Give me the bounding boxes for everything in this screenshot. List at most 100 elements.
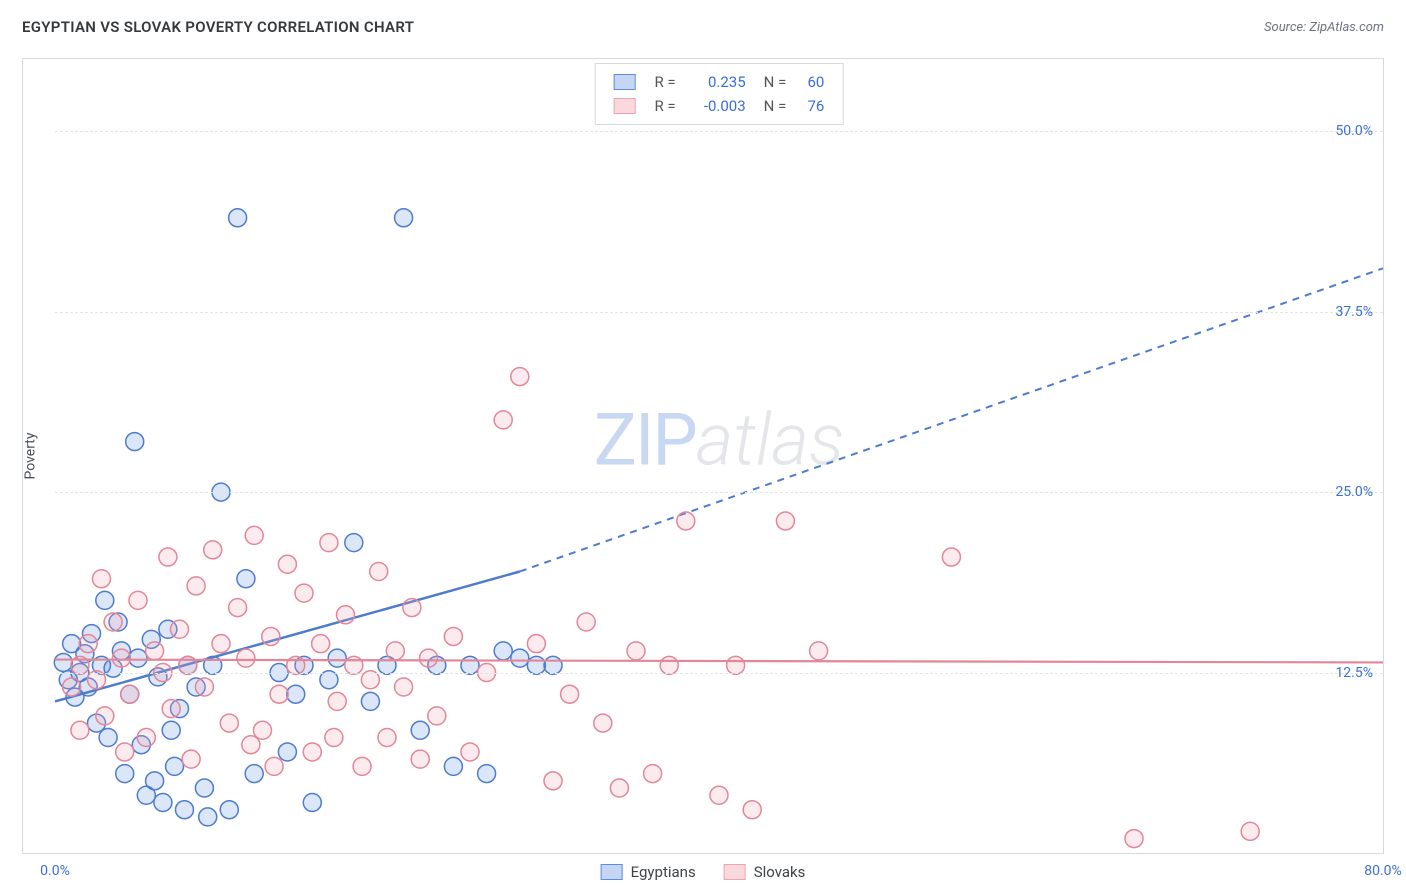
data-point — [403, 599, 421, 617]
data-point — [776, 512, 794, 530]
legend-swatch — [614, 74, 636, 90]
data-point — [278, 743, 296, 761]
data-point — [212, 635, 230, 653]
data-point — [162, 700, 180, 718]
data-point — [229, 599, 247, 617]
data-point — [229, 209, 247, 227]
gridline — [55, 312, 1383, 313]
data-point — [1241, 822, 1259, 840]
legend-swatch — [601, 864, 623, 880]
data-point — [154, 793, 172, 811]
data-point — [378, 729, 396, 747]
data-point — [182, 750, 200, 768]
legend-n-label: N = — [764, 94, 787, 118]
data-point — [126, 433, 144, 451]
correlation-legend: R = 0.235 N = 60R = -0.003 N = 76 — [595, 63, 844, 125]
data-point — [677, 512, 695, 530]
data-point — [166, 757, 184, 775]
data-point — [96, 707, 114, 725]
data-point — [312, 635, 330, 653]
data-point — [511, 368, 529, 386]
legend-r-label: R = — [646, 70, 676, 94]
legend-item: Slovaks — [724, 863, 806, 881]
plot-svg — [55, 59, 1383, 853]
data-point — [461, 743, 479, 761]
data-point — [146, 642, 164, 660]
chart-header: EGYPTIAN VS SLOVAK POVERTY CORRELATION C… — [0, 0, 1406, 46]
legend-swatch — [614, 98, 636, 114]
data-point — [411, 721, 429, 739]
x-tick-label: 0.0% — [40, 863, 70, 879]
data-point — [245, 765, 263, 783]
data-point — [175, 801, 193, 819]
data-point — [195, 678, 213, 696]
chart-container: Poverty ZIPatlas R =0.235N =60R =-0.003N… — [22, 58, 1384, 854]
data-point — [99, 729, 117, 747]
data-point — [328, 649, 346, 667]
data-point — [386, 642, 404, 660]
legend-swatch — [724, 864, 746, 880]
legend-row: R = -0.003 N = 76 — [614, 94, 825, 118]
data-point — [511, 649, 529, 667]
legend-r-label: R = — [646, 94, 676, 118]
data-point — [159, 548, 177, 566]
data-point — [561, 685, 579, 703]
y-tick-label: 37.5% — [1335, 304, 1373, 320]
y-tick-label: 12.5% — [1335, 665, 1373, 681]
data-point — [544, 772, 562, 790]
data-point — [220, 801, 238, 819]
data-point — [411, 750, 429, 768]
data-point — [71, 721, 89, 739]
source-label: Source: ZipAtlas.com — [1264, 20, 1384, 35]
data-point — [204, 541, 222, 559]
data-point — [116, 765, 134, 783]
data-point — [303, 793, 321, 811]
data-point — [242, 736, 260, 754]
data-point — [199, 808, 217, 826]
legend-r-value: -0.003 — [686, 94, 746, 118]
y-tick-label: 50.0% — [1335, 123, 1373, 139]
data-point — [444, 757, 462, 775]
legend-n-value: 76 — [796, 94, 824, 118]
data-point — [303, 743, 321, 761]
legend-n-value: 60 — [796, 70, 824, 94]
x-tick-label: 80.0% — [1364, 863, 1402, 879]
legend-r-value: 0.235 — [686, 70, 746, 94]
data-point — [54, 653, 72, 671]
data-point — [287, 685, 305, 703]
data-point — [104, 613, 122, 631]
y-tick-label: 25.0% — [1335, 484, 1373, 500]
legend-row: R =0.235N =60 — [614, 70, 825, 94]
gridline — [55, 492, 1383, 493]
data-point — [345, 534, 363, 552]
data-point — [270, 685, 288, 703]
data-point — [644, 765, 662, 783]
data-point — [112, 649, 130, 667]
data-point — [129, 649, 147, 667]
data-point — [577, 613, 595, 631]
data-point — [610, 779, 628, 797]
y-axis-label: Poverty — [23, 432, 39, 479]
data-point — [478, 765, 496, 783]
data-point — [96, 591, 114, 609]
legend-label: Egyptians — [631, 863, 696, 881]
data-point — [337, 606, 355, 624]
data-point — [63, 678, 81, 696]
data-point — [187, 577, 205, 595]
data-point — [810, 642, 828, 660]
legend-item: Egyptians — [601, 863, 696, 881]
data-point — [79, 635, 97, 653]
data-point — [428, 707, 446, 725]
data-point — [1125, 830, 1143, 848]
data-point — [116, 743, 134, 761]
data-point — [295, 584, 313, 602]
data-point — [527, 635, 545, 653]
data-point — [743, 801, 761, 819]
data-point — [420, 649, 438, 667]
data-point — [395, 678, 413, 696]
data-point — [627, 642, 645, 660]
data-point — [129, 591, 147, 609]
data-point — [942, 548, 960, 566]
data-point — [121, 685, 139, 703]
data-point — [237, 649, 255, 667]
